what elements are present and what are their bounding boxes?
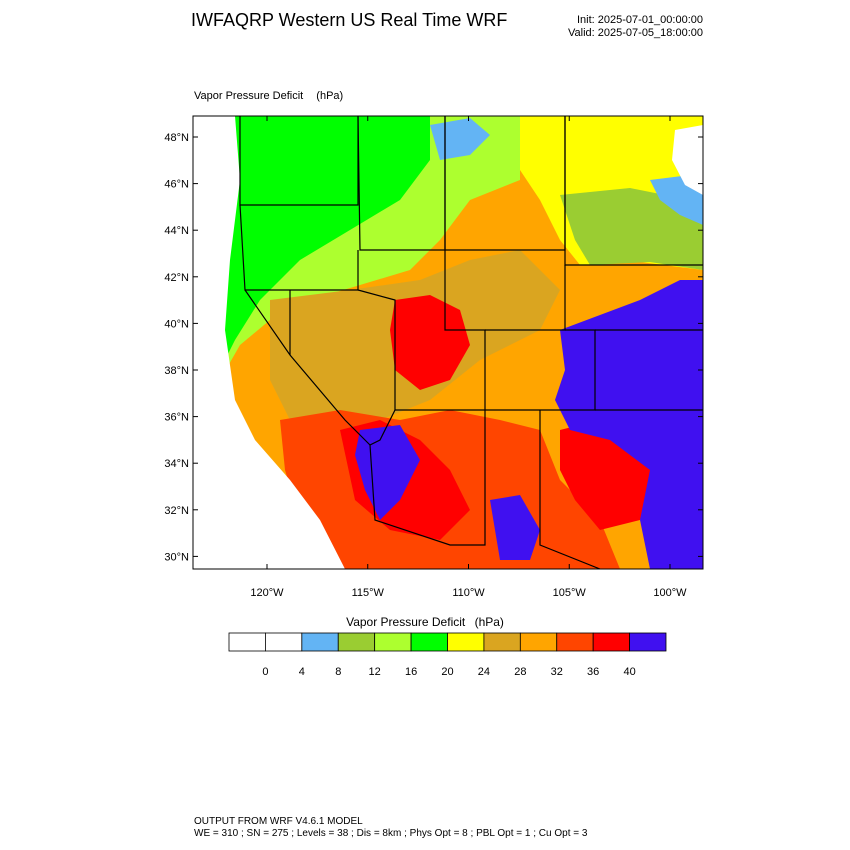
colorbar-swatch xyxy=(447,632,485,652)
lat-tick-label: 40°N xyxy=(164,318,189,330)
colorbar-level-label: 12 xyxy=(369,666,381,678)
lat-tick-label: 38°N xyxy=(164,365,189,377)
map-frame xyxy=(192,115,704,570)
region-white-ne xyxy=(672,125,703,195)
colorbar-level-label: 24 xyxy=(478,666,490,678)
colorbar-level-label: 16 xyxy=(405,666,417,678)
colorbar-swatch xyxy=(629,632,667,652)
run-info: Init: 2025-07-01_00:00:00 Valid: 2025-07… xyxy=(568,14,703,40)
colorbar-title: Vapor Pressure Deficit (hPa) xyxy=(0,615,850,629)
region-white-ocean xyxy=(193,116,345,569)
region-red-utah xyxy=(390,295,470,390)
colorbar-swatch xyxy=(592,632,630,652)
colorbar-swatch xyxy=(301,632,339,652)
colorbar-swatch xyxy=(483,632,521,652)
lon-tick-label: 120°W xyxy=(250,587,284,599)
region-blue-newmexico xyxy=(490,495,540,560)
init-time: Init: 2025-07-01_00:00:00 xyxy=(577,14,703,26)
field-units: (hPa) xyxy=(316,90,344,102)
region-green-nw xyxy=(193,116,430,395)
vpd-field xyxy=(193,116,703,569)
colorbar-units: (hPa) xyxy=(474,615,504,629)
model-footer: OUTPUT FROM WRF V4.6.1 MODEL WE = 310 ; … xyxy=(194,816,587,840)
model-config: WE = 310 ; SN = 275 ; Levels = 38 ; Dis … xyxy=(194,828,588,839)
colorbar-swatch xyxy=(519,632,558,652)
colorbar-level-label: 4 xyxy=(299,666,305,678)
lat-tick-label: 46°N xyxy=(164,179,189,191)
lat-tick-label: 30°N xyxy=(164,551,189,563)
lat-axis: 48°N 46°N 44°N 42°N 40°N 38°N 36°N 34°N 32°N 30°N xyxy=(164,132,703,563)
lon-axis: 120°W 115°W 110°W 105°W 100°W xyxy=(250,116,687,599)
field-name: Vapor Pressure Deficit xyxy=(194,90,304,102)
colorbar-level-label: 28 xyxy=(514,666,526,678)
colorbar-level-label: 8 xyxy=(335,666,341,678)
lon-tick-label: 110°W xyxy=(452,587,485,599)
lat-tick-label: 42°N xyxy=(164,272,189,284)
state-boundaries xyxy=(239,116,703,569)
colorbar-swatch xyxy=(265,632,303,652)
colorbar-level-label: 40 xyxy=(623,666,635,678)
page-title: IWFAQRP Western US Real Time WRF xyxy=(191,10,508,30)
valid-time: Valid: 2025-07-05_18:00:00 xyxy=(568,27,703,39)
colorbar-swatch xyxy=(228,632,266,652)
colorbar-field: Vapor Pressure Deficit xyxy=(346,615,466,629)
colorbar-level-label: 32 xyxy=(551,666,563,678)
lat-tick-label: 44°N xyxy=(164,225,189,237)
lat-tick-label: 36°N xyxy=(164,412,189,424)
lon-tick-label: 115°W xyxy=(352,587,385,599)
colorbar-level-label: 20 xyxy=(441,666,453,678)
colorbar-level-label: 0 xyxy=(262,666,268,678)
lon-tick-label: 105°W xyxy=(553,587,587,599)
colorbar-level-label: 36 xyxy=(587,666,599,678)
colorbar: 0 4 8 12 16 20 24 28 32 36 40 xyxy=(228,632,667,678)
colorbar-swatch xyxy=(374,632,412,652)
lat-tick-label: 32°N xyxy=(164,505,189,517)
model-version: OUTPUT FROM WRF V4.6.1 MODEL xyxy=(194,816,363,827)
lat-tick-label: 48°N xyxy=(164,132,189,144)
colorbar-swatch xyxy=(410,632,448,652)
colorbar-swatch xyxy=(556,632,594,652)
lon-tick-label: 100°W xyxy=(653,587,687,599)
field-label: Vapor Pressure Deficit (hPa) xyxy=(194,90,343,102)
region-yellowgreen-dakota xyxy=(560,188,703,270)
region-blue-plains xyxy=(555,280,703,569)
region-blue-desert xyxy=(355,425,420,520)
colorbar-swatch xyxy=(337,632,376,652)
lat-tick-label: 34°N xyxy=(164,458,189,470)
